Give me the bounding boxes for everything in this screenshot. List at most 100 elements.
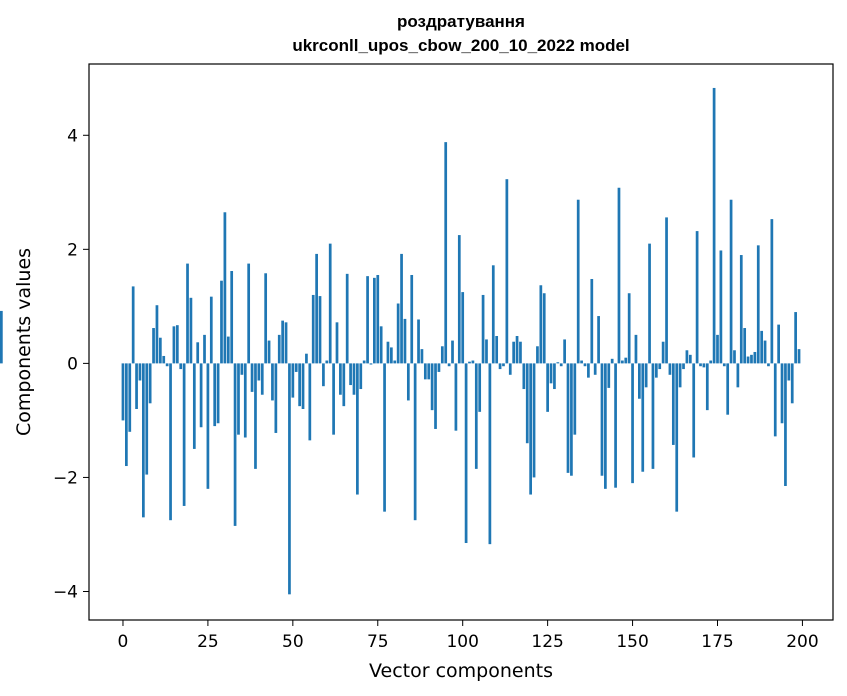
bar-93 bbox=[437, 363, 441, 372]
bar-55 bbox=[308, 363, 312, 441]
bar-12 bbox=[162, 355, 166, 364]
bar-undefined bbox=[0, 310, 3, 364]
bar-57 bbox=[315, 253, 318, 364]
bar-108 bbox=[488, 363, 492, 545]
y-axis-ticks: −4 −2 0 2 4 bbox=[53, 126, 89, 602]
bar-196 bbox=[787, 363, 791, 381]
bar-149 bbox=[627, 293, 631, 364]
bar-175 bbox=[716, 334, 719, 364]
bar-66 bbox=[345, 273, 349, 364]
bar-76 bbox=[379, 326, 383, 364]
bar-161 bbox=[668, 363, 672, 375]
bar-116 bbox=[515, 336, 519, 364]
bar-30 bbox=[223, 212, 227, 364]
bar-155 bbox=[648, 243, 651, 364]
bar-48 bbox=[284, 322, 288, 364]
bar-135 bbox=[580, 360, 583, 364]
bar-191 bbox=[770, 219, 774, 364]
bar-174 bbox=[712, 87, 716, 364]
bar-166 bbox=[685, 350, 689, 364]
bar-81 bbox=[396, 303, 400, 364]
bar-98 bbox=[454, 363, 458, 431]
bar-138 bbox=[590, 278, 594, 364]
bar-137 bbox=[587, 363, 590, 378]
bar-43 bbox=[267, 340, 271, 364]
bar-68 bbox=[352, 363, 356, 395]
bar-6 bbox=[142, 363, 145, 518]
bar-189 bbox=[763, 340, 767, 364]
bar-72 bbox=[366, 276, 369, 364]
y-tick-label: 0 bbox=[67, 354, 78, 374]
bar-33 bbox=[233, 363, 237, 526]
bar-86 bbox=[413, 363, 417, 521]
bar-186 bbox=[753, 351, 757, 364]
bar-101 bbox=[464, 363, 468, 544]
bar-9 bbox=[152, 328, 155, 364]
bar-114 bbox=[508, 363, 512, 375]
bar-180 bbox=[733, 350, 736, 364]
bar-144 bbox=[610, 358, 614, 364]
bar-54 bbox=[305, 353, 308, 364]
bar-157 bbox=[654, 363, 658, 378]
bar-2 bbox=[128, 363, 132, 432]
bar-40 bbox=[257, 363, 261, 381]
bar-77 bbox=[383, 363, 386, 512]
y-tick-label: 2 bbox=[67, 240, 78, 260]
bar-150 bbox=[631, 363, 634, 484]
bar-75 bbox=[376, 274, 380, 364]
bar-140 bbox=[597, 316, 600, 364]
bar-13 bbox=[165, 363, 169, 367]
bar-104 bbox=[474, 363, 478, 469]
bar-41 bbox=[260, 363, 264, 395]
bar-168 bbox=[692, 363, 696, 458]
bar-11 bbox=[158, 337, 162, 364]
x-tick-label: 75 bbox=[367, 632, 389, 652]
bar-79 bbox=[390, 347, 393, 364]
x-axis-ticks: 0 25 50 75 100 125 150 175 200 bbox=[118, 620, 819, 652]
bar-109 bbox=[491, 265, 495, 364]
bar-44 bbox=[271, 363, 274, 401]
bar-111 bbox=[498, 363, 502, 370]
bar-47 bbox=[281, 320, 284, 364]
y-axis-label: Components values bbox=[13, 248, 35, 436]
bar-125 bbox=[546, 363, 549, 412]
x-tick-label: 50 bbox=[282, 632, 304, 652]
bar-195 bbox=[784, 363, 787, 486]
bar-143 bbox=[607, 363, 611, 388]
bar-90 bbox=[427, 363, 431, 380]
bar-194 bbox=[780, 363, 784, 424]
bar-146 bbox=[617, 187, 621, 364]
bar-131 bbox=[566, 363, 570, 473]
bar-53 bbox=[301, 363, 305, 409]
x-axis-label: Vector components bbox=[369, 660, 553, 682]
bar-126 bbox=[549, 363, 553, 384]
bar-100 bbox=[461, 292, 465, 364]
bar-36 bbox=[243, 363, 247, 438]
y-tick-label: 4 bbox=[67, 126, 78, 146]
chart-subtitle: ukrconll_upos_cbow_200_10_2022 model bbox=[292, 36, 629, 55]
bar-184 bbox=[746, 356, 750, 364]
bar-5 bbox=[138, 363, 142, 381]
bar-178 bbox=[726, 363, 730, 415]
bar-148 bbox=[624, 357, 628, 364]
bar-97 bbox=[451, 340, 454, 364]
bar-106 bbox=[481, 294, 485, 364]
bar-18 bbox=[182, 363, 186, 506]
bar-83 bbox=[403, 318, 407, 364]
x-tick-label: 25 bbox=[197, 632, 219, 652]
bar-152 bbox=[638, 363, 641, 399]
bar-192 bbox=[773, 363, 777, 437]
bar-80 bbox=[393, 360, 397, 364]
bar-190 bbox=[767, 363, 770, 367]
plot-frame bbox=[88, 63, 834, 621]
bar-61 bbox=[328, 243, 332, 364]
bar-185 bbox=[750, 354, 753, 364]
bar-60 bbox=[325, 360, 329, 364]
bar-102 bbox=[468, 361, 471, 364]
bar-64 bbox=[339, 363, 342, 395]
bar-1 bbox=[125, 363, 128, 467]
bar-115 bbox=[512, 341, 516, 364]
bar-129 bbox=[559, 363, 563, 367]
bar-141 bbox=[600, 363, 604, 476]
bar-120 bbox=[529, 363, 532, 495]
